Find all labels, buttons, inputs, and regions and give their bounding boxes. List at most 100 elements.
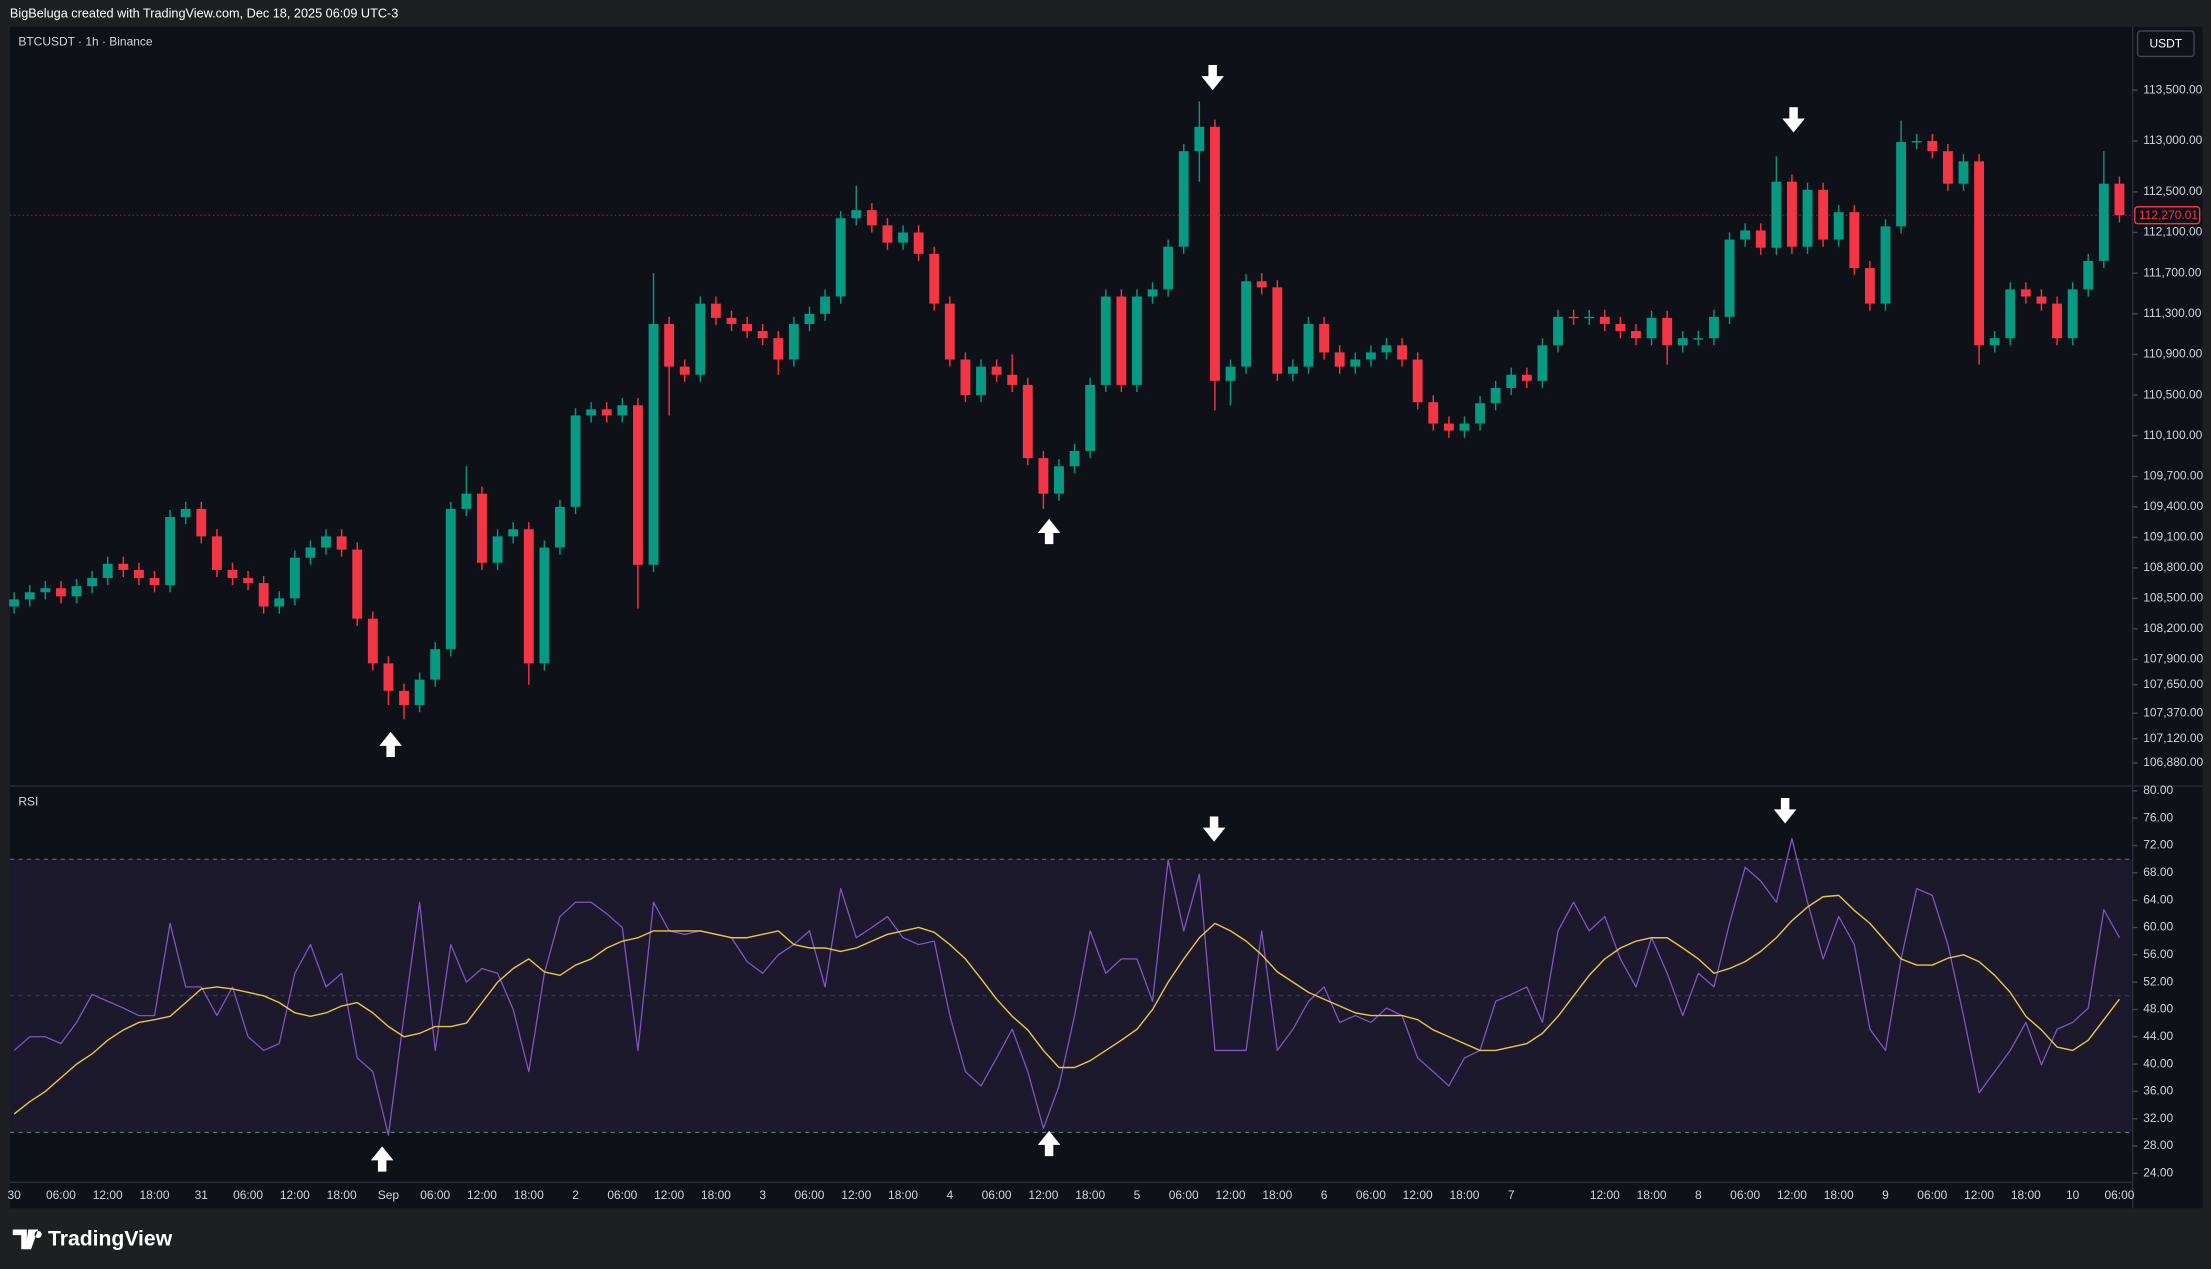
candle-body <box>1864 268 1875 304</box>
candle-body <box>2036 296 2047 304</box>
candle-body <box>555 506 565 548</box>
x-tick-label: 06:00 <box>1169 1188 1199 1202</box>
candle-body <box>149 578 160 586</box>
y-tick-label: 56.00 <box>2143 947 2173 961</box>
candle-body <box>1740 230 1751 240</box>
y-tick-label: 28.00 <box>2143 1138 2173 1152</box>
candle-body <box>211 536 222 570</box>
x-tick-label: 18:00 <box>1637 1188 1667 1202</box>
x-tick-label: 06:00 <box>1356 1188 1386 1202</box>
candle-body <box>1537 345 1548 381</box>
price-layer <box>9 101 2132 720</box>
candle-body <box>165 517 176 586</box>
x-tick-label: 18:00 <box>1449 1188 1479 1202</box>
y-tick-label: 72.00 <box>2143 838 2173 852</box>
y-tick-label: 76.00 <box>2143 810 2173 824</box>
x-tick-label: 12:00 <box>1216 1188 1246 1202</box>
y-tick-label: 110,500.00 <box>2143 387 2202 401</box>
candle-body <box>1132 296 1142 385</box>
y-tick-label: 40.00 <box>2143 1056 2173 1070</box>
x-tick-label: 18:00 <box>140 1188 170 1202</box>
symbol-title: BTCUSDT · 1h · Binance <box>18 34 152 48</box>
candle-body <box>695 303 706 375</box>
candle-body <box>633 405 643 565</box>
y-tick-label: 64.00 <box>2143 892 2173 906</box>
x-tick-label: 18:00 <box>2011 1188 2041 1202</box>
x-tick-label: 06:00 <box>1730 1188 1760 1202</box>
x-tick-label: 12:00 <box>467 1188 497 1202</box>
candle-body <box>710 303 721 318</box>
candle-body <box>742 323 753 332</box>
candle-body <box>1662 317 1673 346</box>
y-tick-label: 109,700.00 <box>2143 469 2203 483</box>
x-tick-label: 4 <box>947 1188 954 1202</box>
candle-body <box>1100 296 1111 385</box>
candle-body <box>2098 183 2109 261</box>
candle-body <box>87 578 98 587</box>
y-tick-label: 111,700.00 <box>2143 265 2201 279</box>
candle-body <box>898 232 908 243</box>
x-tick-label: 06:00 <box>2104 1188 2134 1202</box>
currency-button[interactable] <box>2136 30 2195 58</box>
x-tick-label: 12:00 <box>280 1188 310 1202</box>
x-tick-label: 06:00 <box>607 1188 637 1202</box>
y-tick-label: 36.00 <box>2143 1084 2173 1098</box>
candle-body <box>2005 289 2016 339</box>
candle-body <box>40 588 51 593</box>
candle-body <box>1256 281 1267 288</box>
candle-body <box>1771 181 1782 248</box>
candle-body <box>336 536 347 550</box>
y-tick-label: 44.00 <box>2143 1029 2173 1043</box>
candle-body <box>664 323 675 367</box>
candle-body <box>1272 287 1283 374</box>
candle-body <box>1896 142 1907 227</box>
candle-body <box>399 690 409 706</box>
x-tick-label: 18:00 <box>327 1188 357 1202</box>
y-tick-label: 111,300.00 <box>2143 306 2201 320</box>
x-tick-label: 31 <box>195 1188 209 1202</box>
candle-body <box>1755 230 1766 248</box>
candle-body <box>461 493 472 509</box>
x-tick-label: 18:00 <box>888 1188 918 1202</box>
candle-body <box>1506 374 1517 388</box>
candle-body <box>430 649 441 680</box>
candle-body <box>383 663 394 691</box>
candle-body <box>1350 359 1361 367</box>
candle-body <box>1428 402 1439 424</box>
candle-body <box>1397 345 1408 360</box>
candle-body <box>1974 161 1985 346</box>
candle-body <box>1365 352 1376 360</box>
candle-body <box>243 578 254 584</box>
candle-body <box>1194 126 1205 152</box>
candle-body <box>1334 352 1345 367</box>
x-tick-label: 12:00 <box>654 1188 684 1202</box>
candle-body <box>617 405 628 416</box>
candle-body <box>477 493 487 563</box>
y-tick-label: 108,800.00 <box>2143 560 2203 574</box>
candle-body <box>944 303 955 360</box>
brand-logo[interactable]: TradingView <box>12 1228 173 1251</box>
candle-body <box>1412 359 1423 403</box>
candle-body <box>1147 289 1158 297</box>
candle-body <box>1241 281 1252 367</box>
x-tick-label: 9 <box>1882 1188 1889 1202</box>
candle-body <box>1178 151 1189 247</box>
y-tick-label: 24.00 <box>2143 1166 2173 1180</box>
candle-body <box>1038 458 1049 494</box>
candle-body <box>1568 316 1579 319</box>
candle-body <box>352 549 363 619</box>
candle-body <box>1646 317 1657 339</box>
candle-body <box>1942 151 1953 184</box>
candle-body <box>991 366 1002 375</box>
candle-body <box>539 547 550 664</box>
candle-body <box>180 508 191 518</box>
candle-body <box>1693 338 1704 340</box>
y-tick-label: 48.00 <box>2143 1002 2173 1016</box>
candle-body <box>258 583 269 607</box>
y-tick-label: 108,500.00 <box>2143 591 2203 605</box>
candle-body <box>196 508 207 537</box>
x-tick-label: 30 <box>7 1188 21 1202</box>
candle-body <box>1007 374 1018 385</box>
x-tick-label: 12:00 <box>1590 1188 1620 1202</box>
